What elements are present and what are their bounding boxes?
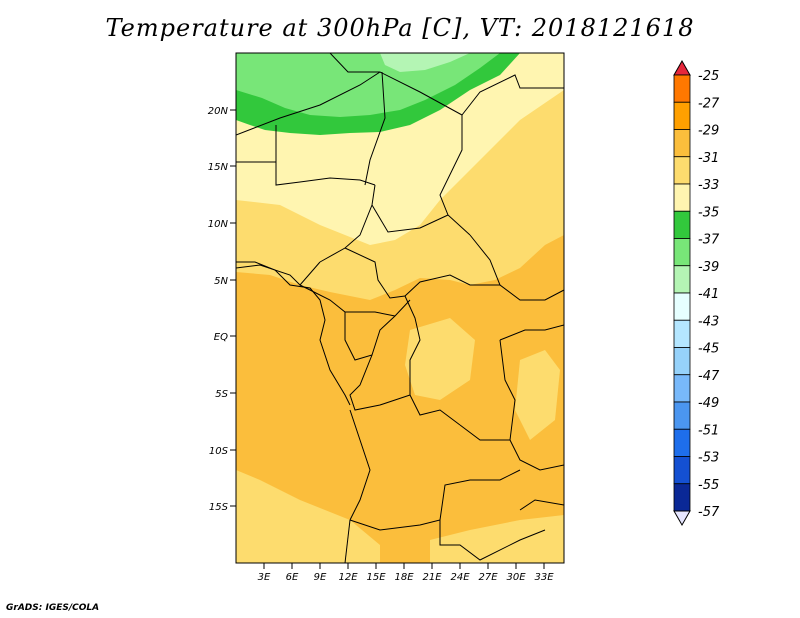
lat-axis: 20N 15N 10N 5N EQ 5S 10S 15S xyxy=(208,106,236,513)
colorbar-label: -51 xyxy=(698,423,719,438)
colorbar-label: -55 xyxy=(698,478,719,493)
colorbar-segment xyxy=(673,401,691,430)
lon-label: 3E xyxy=(258,572,271,583)
colorbar-segment xyxy=(673,347,691,376)
country-borders xyxy=(236,53,564,563)
lon-label: 33E xyxy=(534,572,554,583)
colorbar-segment xyxy=(673,319,691,348)
lon-label: 27E xyxy=(478,572,498,583)
colorbar-segment xyxy=(673,374,691,403)
temp-patch-central xyxy=(405,318,475,400)
lat-label: 5S xyxy=(215,389,228,400)
map-plot-area xyxy=(236,53,564,563)
coastline xyxy=(236,261,351,406)
lat-label: 10N xyxy=(208,219,229,230)
colorbar-label: -37 xyxy=(698,233,720,248)
colorbar-label: -33 xyxy=(698,178,719,193)
colorbar-label: -53 xyxy=(698,451,719,466)
map-title: Temperature at 300hPa [C], VT: 201812161… xyxy=(105,14,695,42)
colorbar-label: -45 xyxy=(698,342,719,357)
colorbar-label: -25 xyxy=(698,69,719,84)
temp-patch-southeast xyxy=(430,515,564,563)
map-frame xyxy=(235,52,565,564)
temp-band-minus39 xyxy=(380,53,470,72)
colorbar-segment xyxy=(673,183,691,212)
colorbar-segment xyxy=(673,428,691,457)
colorbar-label: -41 xyxy=(698,287,719,302)
colorbar-segment xyxy=(673,210,691,239)
colorbar: -25 -27 -29 -31 -33 -35 -37 -39 -41 -43 -45 -47 -49 -… xyxy=(673,59,720,527)
colorbar-segment xyxy=(673,238,691,267)
colorbar-label: -35 xyxy=(698,205,719,220)
temp-patch-south xyxy=(236,470,380,563)
lat-label: 10S xyxy=(209,446,229,457)
lon-label: 15E xyxy=(366,572,386,583)
lon-label: 18E xyxy=(394,572,414,583)
lon-axis: 3E 6E 9E 12E 15E 18E 21E 24E 27E 30E 33E xyxy=(258,563,554,583)
colorbar-segment xyxy=(673,483,691,512)
colorbar-segment xyxy=(673,292,691,321)
colorbar-segment xyxy=(673,74,691,103)
colorbar-label: -39 xyxy=(698,260,719,275)
colorbar-top-arrow xyxy=(673,59,691,76)
lon-label: 21E xyxy=(422,572,442,583)
colorbar-segment xyxy=(673,156,691,185)
lat-label: EQ xyxy=(214,332,228,343)
colorbar-label: -29 xyxy=(698,124,719,139)
colorbar-label: -47 xyxy=(698,369,720,384)
colorbar-segment xyxy=(673,101,691,130)
colorbar-segment xyxy=(673,265,691,294)
colorbar-label: -57 xyxy=(698,505,720,520)
colorbar-bottom-arrow xyxy=(673,510,691,527)
lon-label: 12E xyxy=(338,572,358,583)
lon-label: 9E xyxy=(314,572,327,583)
lat-label: 5N xyxy=(214,276,228,287)
colorbar-segment xyxy=(673,129,691,158)
colorbar-label: -43 xyxy=(698,314,719,329)
temp-band-minus37 xyxy=(236,53,500,117)
colorbar-label: -31 xyxy=(698,151,719,166)
lat-label: 20N xyxy=(208,106,229,117)
colorbar-label: -27 xyxy=(698,96,720,111)
temp-patch-east xyxy=(515,350,560,440)
colorbar-label: -49 xyxy=(698,396,719,411)
lon-label: 30E xyxy=(506,572,526,583)
lon-label: 6E xyxy=(286,572,299,583)
colorbar-segment xyxy=(673,456,691,485)
grads-credit: GrADS: IGES/COLA xyxy=(6,603,100,613)
lon-label: 24E xyxy=(450,572,470,583)
lat-label: 15N xyxy=(208,162,229,173)
lat-label: 15S xyxy=(209,502,229,513)
